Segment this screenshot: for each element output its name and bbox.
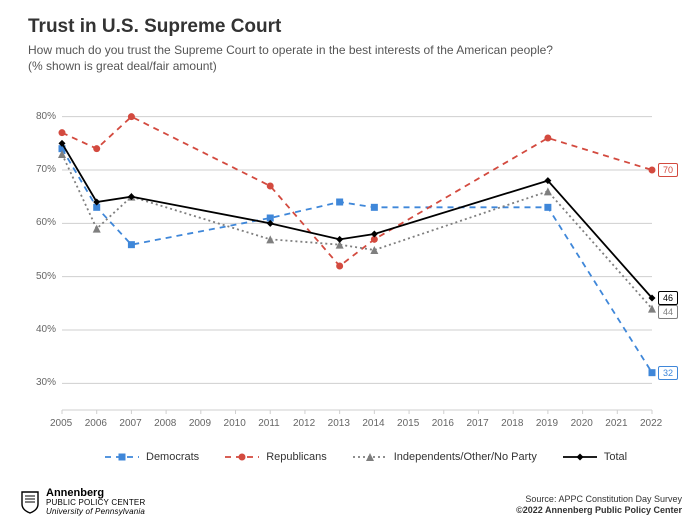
source-line1: Source: APPC Constitution Day Survey [516, 494, 682, 505]
x-tick-label: 2021 [605, 418, 627, 429]
chart-legend: Democrats Republicans Independents/Other/N… [105, 450, 627, 464]
legend-item: Republicans [225, 450, 327, 464]
x-tick-label: 2007 [119, 418, 141, 429]
x-tick-label: 2006 [85, 418, 107, 429]
line-chart [0, 0, 700, 525]
x-tick-label: 2017 [466, 418, 488, 429]
y-tick-label: 60% [26, 217, 56, 228]
x-tick-label: 2018 [501, 418, 523, 429]
x-tick-label: 2020 [571, 418, 593, 429]
x-tick-label: 2008 [154, 418, 176, 429]
legend-item: Total [563, 450, 627, 464]
y-tick-label: 40% [26, 324, 56, 335]
y-tick-label: 30% [26, 377, 56, 388]
x-tick-label: 2016 [432, 418, 454, 429]
y-tick-label: 80% [26, 111, 56, 122]
x-tick-label: 2009 [189, 418, 211, 429]
source-line2: ©2022 Annenberg Public Policy Center [516, 505, 682, 516]
y-tick-label: 70% [26, 164, 56, 175]
legend-label: Total [604, 451, 627, 463]
legend-label: Independents/Other/No Party [394, 451, 537, 463]
legend-label: Republicans [266, 451, 327, 463]
x-tick-label: 2022 [640, 418, 662, 429]
x-tick-label: 2019 [536, 418, 558, 429]
x-tick-label: 2014 [362, 418, 384, 429]
chart-source: Source: APPC Constitution Day Survey ©20… [516, 494, 682, 517]
legend-item: Independents/Other/No Party [353, 450, 537, 464]
series-end-value: 70 [658, 163, 678, 177]
y-tick-label: 50% [26, 271, 56, 282]
annenberg-shield-icon [20, 490, 40, 514]
branding-line3: University of Pennsylvania [46, 508, 145, 516]
x-tick-label: 2013 [328, 418, 350, 429]
series-end-value: 44 [658, 305, 678, 319]
branding: Annenberg PUBLIC POLICY CENTER Universit… [20, 488, 145, 516]
x-tick-label: 2011 [258, 418, 280, 429]
x-tick-label: 2005 [50, 418, 72, 429]
x-tick-label: 2012 [293, 418, 315, 429]
legend-item: Democrats [105, 450, 199, 464]
x-tick-label: 2015 [397, 418, 419, 429]
x-tick-label: 2010 [224, 418, 246, 429]
legend-label: Democrats [146, 451, 199, 463]
series-end-value: 46 [658, 291, 678, 305]
series-end-value: 32 [658, 366, 678, 380]
